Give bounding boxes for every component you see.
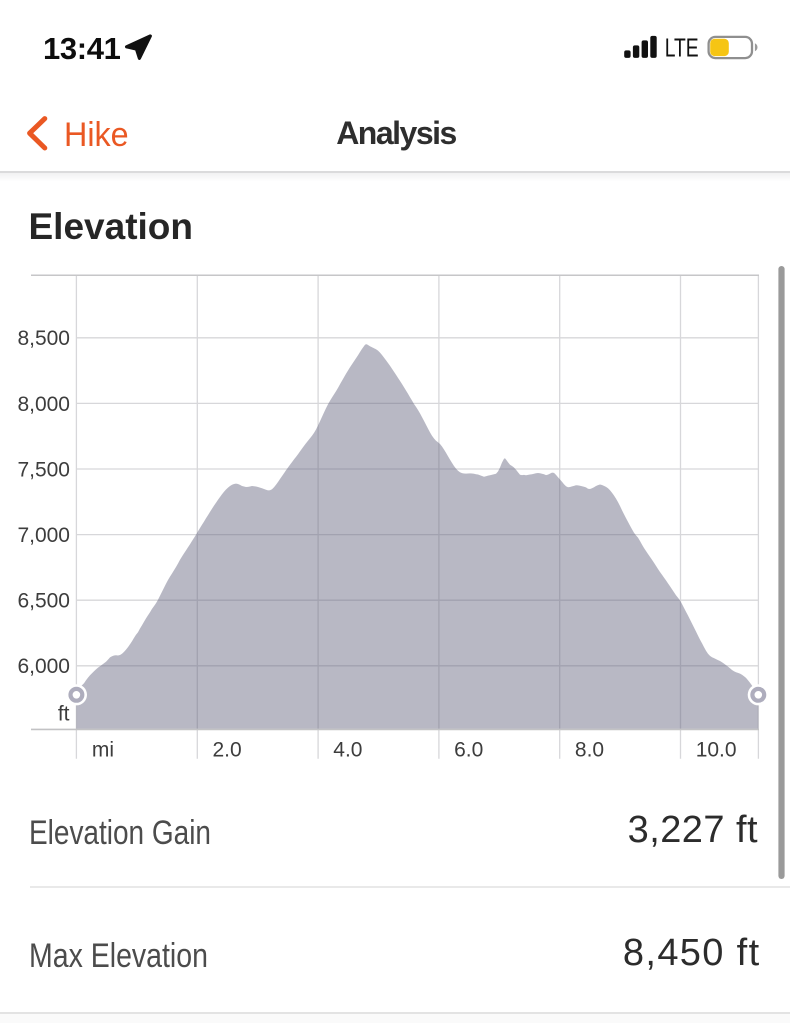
svg-text:8,500: 8,500 <box>17 327 70 350</box>
svg-text:6,000: 6,000 <box>17 655 70 678</box>
svg-text:8.0: 8.0 <box>575 738 604 761</box>
svg-text:LTE: LTE <box>665 35 699 61</box>
svg-text:10.0: 10.0 <box>696 738 737 761</box>
svg-text:mi: mi <box>92 738 114 761</box>
svg-text:7,500: 7,500 <box>17 458 70 481</box>
svg-text:7,000: 7,000 <box>17 524 70 547</box>
svg-text:4.0: 4.0 <box>333 738 362 761</box>
svg-text:6,500: 6,500 <box>17 590 70 613</box>
svg-text:6.0: 6.0 <box>454 738 483 761</box>
svg-text:2.0: 2.0 <box>213 738 242 761</box>
svg-text:ft: ft <box>58 703 70 726</box>
svg-text:8,000: 8,000 <box>17 393 70 416</box>
